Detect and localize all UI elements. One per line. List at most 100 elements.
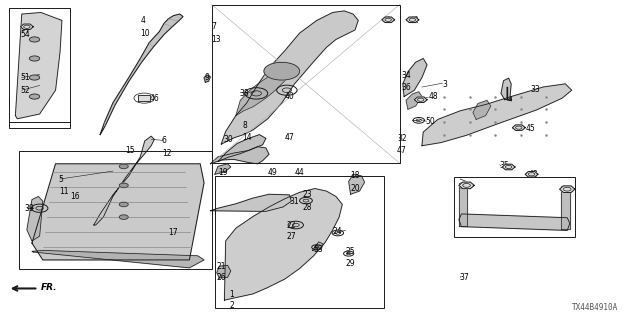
Text: 24: 24 — [333, 227, 342, 236]
Text: 31: 31 — [289, 197, 299, 206]
Text: 46: 46 — [149, 94, 159, 103]
Text: 52: 52 — [20, 86, 30, 95]
Text: 10: 10 — [140, 28, 150, 38]
Text: 43: 43 — [529, 170, 539, 179]
Polygon shape — [513, 125, 525, 130]
Text: 40: 40 — [285, 92, 294, 101]
Polygon shape — [211, 147, 269, 164]
Polygon shape — [406, 92, 422, 109]
Text: 30: 30 — [223, 135, 233, 144]
Text: 44: 44 — [294, 168, 304, 177]
Polygon shape — [32, 164, 204, 260]
Text: 11: 11 — [59, 187, 68, 196]
Bar — [212, 4, 399, 163]
Polygon shape — [211, 194, 291, 212]
Text: 6: 6 — [162, 136, 167, 146]
Polygon shape — [502, 164, 515, 170]
Circle shape — [29, 56, 40, 61]
Text: 34: 34 — [401, 71, 412, 80]
Text: 42: 42 — [410, 16, 419, 25]
Text: 15: 15 — [125, 146, 135, 155]
Text: 3: 3 — [442, 80, 447, 89]
Text: 13: 13 — [212, 35, 221, 44]
Polygon shape — [312, 242, 323, 251]
Polygon shape — [20, 24, 33, 29]
Text: 37: 37 — [459, 182, 468, 191]
Text: 8: 8 — [243, 121, 247, 130]
Polygon shape — [32, 251, 204, 268]
Text: 32: 32 — [397, 134, 408, 143]
Text: 19: 19 — [218, 168, 228, 177]
Polygon shape — [221, 11, 358, 144]
Polygon shape — [349, 174, 365, 194]
Text: 9: 9 — [204, 73, 209, 82]
Polygon shape — [459, 183, 467, 226]
Text: 4: 4 — [140, 16, 145, 25]
Polygon shape — [236, 69, 288, 116]
Text: 50: 50 — [425, 117, 435, 126]
Text: 17: 17 — [168, 228, 178, 237]
Text: 36: 36 — [401, 84, 412, 92]
Text: 53: 53 — [314, 245, 323, 254]
Text: 33: 33 — [531, 85, 540, 94]
Polygon shape — [459, 214, 570, 230]
Polygon shape — [403, 59, 427, 97]
Text: 49: 49 — [268, 168, 278, 177]
Bar — [215, 177, 384, 308]
Text: 26: 26 — [217, 273, 227, 282]
Text: 1: 1 — [230, 290, 234, 299]
Polygon shape — [15, 12, 62, 119]
Circle shape — [119, 164, 128, 169]
Circle shape — [29, 94, 40, 99]
Text: 37: 37 — [459, 273, 468, 282]
Circle shape — [29, 37, 40, 42]
Polygon shape — [94, 136, 154, 225]
Polygon shape — [382, 17, 394, 22]
Circle shape — [119, 183, 128, 188]
Text: 23: 23 — [302, 190, 312, 199]
Text: 16: 16 — [70, 192, 80, 201]
Polygon shape — [525, 172, 538, 177]
Text: 22: 22 — [287, 220, 296, 229]
Text: 51: 51 — [20, 73, 30, 82]
Bar — [9, 8, 70, 128]
Text: 2: 2 — [230, 301, 234, 310]
Text: 35: 35 — [500, 161, 509, 170]
Bar — [454, 178, 575, 237]
Circle shape — [119, 215, 128, 219]
Polygon shape — [422, 84, 572, 146]
Circle shape — [119, 202, 128, 207]
Polygon shape — [225, 188, 342, 300]
Text: 48: 48 — [428, 92, 438, 101]
Polygon shape — [473, 100, 491, 119]
Text: 29: 29 — [346, 259, 355, 268]
Polygon shape — [218, 135, 266, 162]
Polygon shape — [215, 164, 231, 174]
Text: 38: 38 — [239, 89, 249, 98]
Text: 27: 27 — [287, 232, 296, 241]
Bar — [138, 95, 150, 101]
Text: 21: 21 — [217, 262, 227, 271]
Polygon shape — [561, 186, 570, 229]
Text: 45: 45 — [525, 124, 535, 133]
Polygon shape — [501, 78, 511, 100]
Polygon shape — [100, 14, 183, 135]
Circle shape — [29, 75, 40, 80]
Polygon shape — [459, 182, 474, 189]
Text: 20: 20 — [351, 184, 360, 193]
Text: 18: 18 — [351, 172, 360, 180]
Polygon shape — [204, 75, 211, 82]
Polygon shape — [406, 17, 419, 22]
Text: 7: 7 — [212, 22, 216, 31]
Text: 47: 47 — [285, 133, 294, 142]
Text: 28: 28 — [302, 203, 312, 212]
Text: 54: 54 — [20, 30, 30, 39]
Bar — [19, 151, 212, 269]
Text: 25: 25 — [346, 247, 355, 257]
Text: 12: 12 — [162, 149, 172, 158]
Text: 47: 47 — [396, 146, 406, 155]
Polygon shape — [414, 97, 427, 102]
Polygon shape — [27, 196, 43, 241]
Text: 41: 41 — [383, 16, 392, 25]
Text: TX44B4910A: TX44B4910A — [572, 303, 618, 312]
